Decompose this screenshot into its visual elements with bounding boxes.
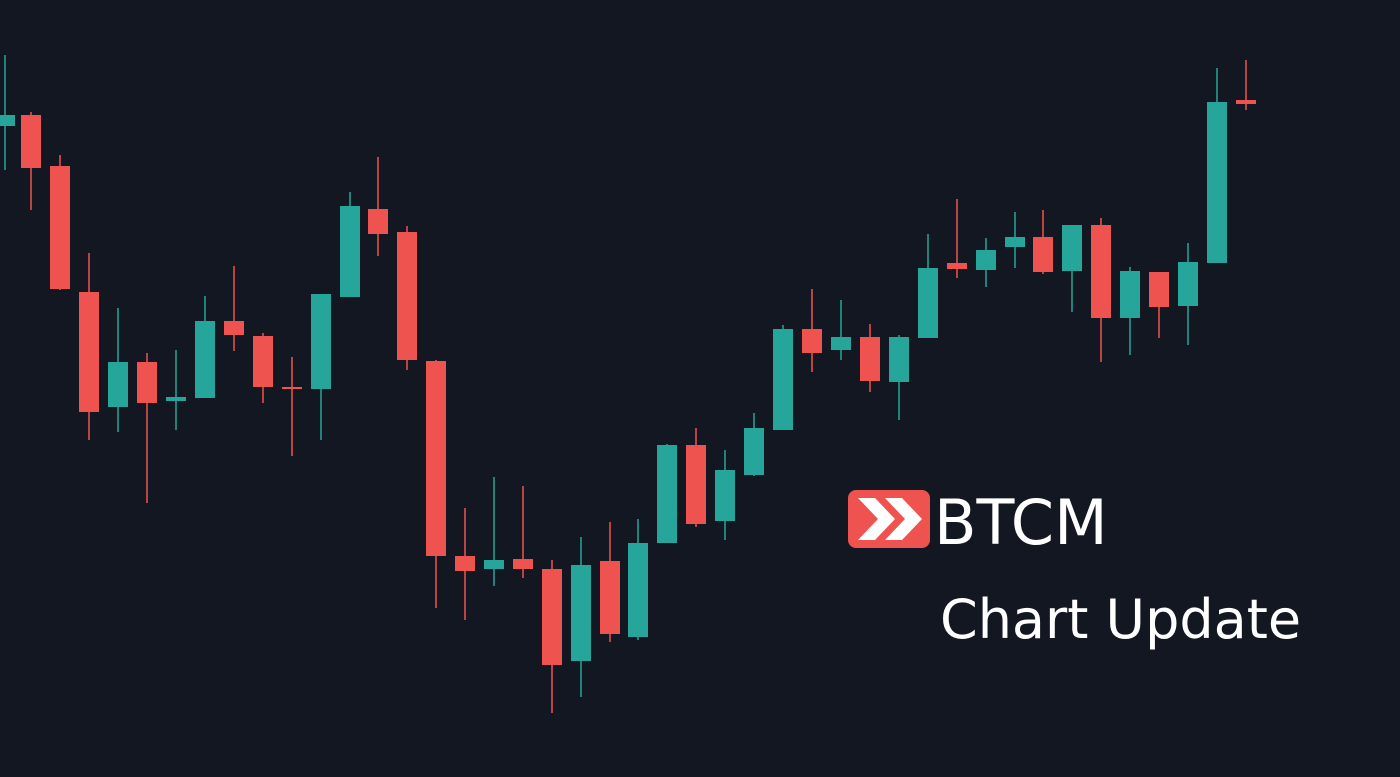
- body: [1149, 272, 1169, 307]
- candle: [686, 428, 706, 527]
- body: [1033, 237, 1053, 272]
- body: [860, 337, 880, 381]
- candle: [1178, 243, 1198, 345]
- candle: [50, 155, 70, 290]
- body: [397, 232, 417, 360]
- body: [1091, 225, 1111, 318]
- body: [628, 543, 648, 637]
- candle: [253, 333, 273, 403]
- body: [368, 209, 388, 234]
- candle: [340, 192, 360, 297]
- body: [918, 268, 938, 338]
- candle: [1062, 225, 1082, 312]
- candle: [918, 234, 938, 338]
- candle: [195, 296, 215, 398]
- body: [311, 294, 331, 389]
- headline: Chart Update: [940, 588, 1301, 651]
- candle: [368, 157, 388, 256]
- candle: [311, 294, 331, 440]
- candle: [455, 508, 475, 620]
- body: [484, 560, 504, 569]
- body: [744, 428, 764, 475]
- candle: [831, 300, 851, 360]
- candle: [657, 444, 677, 543]
- candle: [137, 353, 157, 503]
- body: [21, 115, 41, 168]
- candles: [0, 55, 1256, 713]
- candle: [426, 360, 446, 608]
- candle: [571, 537, 591, 697]
- candle: [542, 560, 562, 713]
- candle: [1033, 210, 1053, 274]
- candle: [628, 519, 648, 640]
- body: [253, 336, 273, 387]
- body: [686, 445, 706, 524]
- body: [1207, 102, 1227, 263]
- body: [166, 397, 186, 401]
- body: [50, 166, 70, 289]
- body: [1120, 271, 1140, 318]
- candle: [484, 477, 504, 586]
- candle: [1005, 212, 1025, 268]
- candle: [947, 199, 967, 278]
- body: [715, 470, 735, 521]
- body: [831, 337, 851, 350]
- candle: [224, 266, 244, 351]
- body: [282, 387, 302, 389]
- brand-name: BTCM: [934, 486, 1108, 559]
- candle: [773, 325, 793, 430]
- body: [802, 329, 822, 353]
- body: [947, 263, 967, 269]
- body: [195, 321, 215, 398]
- candle: [744, 413, 764, 476]
- body: [455, 556, 475, 571]
- logo-chevron: [885, 498, 922, 540]
- body: [108, 362, 128, 407]
- body: [79, 292, 99, 412]
- candle: [1091, 218, 1111, 362]
- body: [571, 565, 591, 661]
- body: [0, 115, 15, 126]
- candle: [21, 112, 41, 210]
- body: [1236, 100, 1256, 104]
- body: [600, 561, 620, 634]
- body: [976, 250, 996, 270]
- candle: [166, 350, 186, 430]
- body: [657, 445, 677, 543]
- candle: [1236, 60, 1256, 110]
- candle: [108, 308, 128, 432]
- candle: [282, 357, 302, 456]
- candle: [513, 486, 533, 578]
- candle: [0, 55, 15, 170]
- candle: [79, 253, 99, 440]
- body: [542, 569, 562, 665]
- body: [1178, 262, 1198, 306]
- body: [224, 321, 244, 335]
- body: [773, 329, 793, 430]
- logo-chevron: [858, 498, 895, 540]
- body: [889, 337, 909, 382]
- logo: BTCM: [848, 486, 1108, 559]
- body: [137, 362, 157, 403]
- candle: [889, 335, 909, 420]
- candle: [976, 238, 996, 287]
- candle: [1120, 267, 1140, 355]
- candle: [1149, 272, 1169, 338]
- body: [340, 206, 360, 297]
- body: [513, 559, 533, 569]
- body: [1005, 237, 1025, 247]
- body: [426, 361, 446, 556]
- candle: [802, 289, 822, 372]
- body: [1062, 225, 1082, 271]
- candle: [715, 450, 735, 540]
- candle: [860, 324, 880, 392]
- candle: [397, 226, 417, 370]
- candle: [1207, 68, 1227, 263]
- candle: [600, 522, 620, 642]
